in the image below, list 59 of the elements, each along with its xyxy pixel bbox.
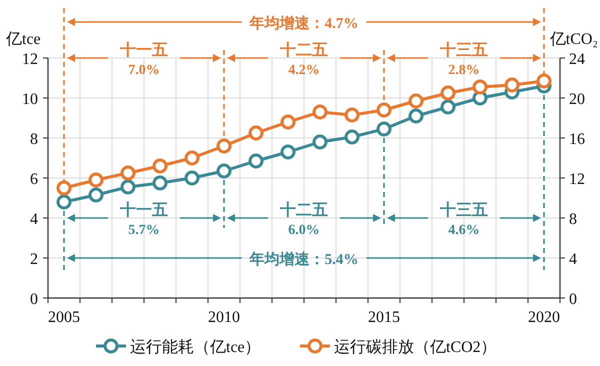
y-tick-label: 10 [22, 91, 38, 108]
point [408, 94, 424, 108]
point [216, 164, 232, 178]
point [120, 180, 136, 194]
point [280, 114, 296, 130]
y-tick-label: 4 [30, 211, 38, 228]
y2-tick-label: 12 [569, 171, 585, 188]
x-tick-label: 2005 [48, 309, 80, 326]
x-tick-label: 2015 [368, 309, 400, 326]
y-tick-label: 0 [30, 291, 38, 308]
annotation: 十三五 2.8% [439, 41, 488, 78]
point [344, 108, 360, 122]
point [536, 74, 552, 88]
point [56, 194, 72, 210]
legend-label: 运行碳排放（亿tCO2） [334, 338, 497, 356]
point [376, 122, 392, 136]
point [248, 154, 264, 168]
y2-tick-label: 16 [569, 131, 585, 148]
y-tick-label: 2 [30, 251, 38, 268]
y-tick-label: 6 [30, 171, 38, 188]
point [56, 180, 72, 196]
y-tick-label: 12 [22, 51, 38, 68]
point [88, 188, 104, 202]
annotation: 十三五 4.6% [439, 201, 488, 238]
point [472, 80, 488, 94]
annotation: 十一五 5.7% [119, 201, 168, 238]
point [280, 144, 296, 160]
annotation: 年均增速：5.4% [248, 251, 358, 268]
y2-tick-label: 0 [569, 291, 577, 308]
x-tick-label: 2020 [528, 309, 560, 326]
point [216, 138, 232, 154]
y-axis-title: 亿tce [5, 31, 41, 48]
point [344, 130, 360, 144]
annotation: 十二五 6.0% [279, 201, 328, 238]
legend-label: 运行能耗（亿tce） [130, 338, 261, 356]
y2-tick-label: 20 [569, 91, 585, 108]
x-tick-label: 2010 [208, 309, 240, 326]
point [152, 158, 168, 174]
point [88, 172, 104, 188]
y2-tick-label: 24 [569, 51, 585, 68]
point [184, 150, 200, 166]
point [120, 166, 136, 180]
point [312, 134, 328, 150]
point [408, 108, 424, 124]
y-tick-label: 8 [30, 131, 38, 148]
annotation: 十二五 4.2% [279, 41, 328, 78]
point [440, 86, 456, 100]
point [312, 104, 328, 120]
annotation: 十一五 7.0% [119, 41, 168, 78]
text: 年均增速：4.7% [248, 15, 358, 32]
point [184, 170, 200, 186]
point [504, 78, 520, 92]
point [440, 100, 456, 114]
y2-axis-title: 亿tCO₂ [548, 31, 598, 48]
point [248, 126, 264, 140]
y2-tick-label: 4 [569, 251, 577, 268]
point [152, 176, 168, 190]
y2-tick-label: 8 [569, 211, 577, 228]
point [376, 102, 392, 118]
